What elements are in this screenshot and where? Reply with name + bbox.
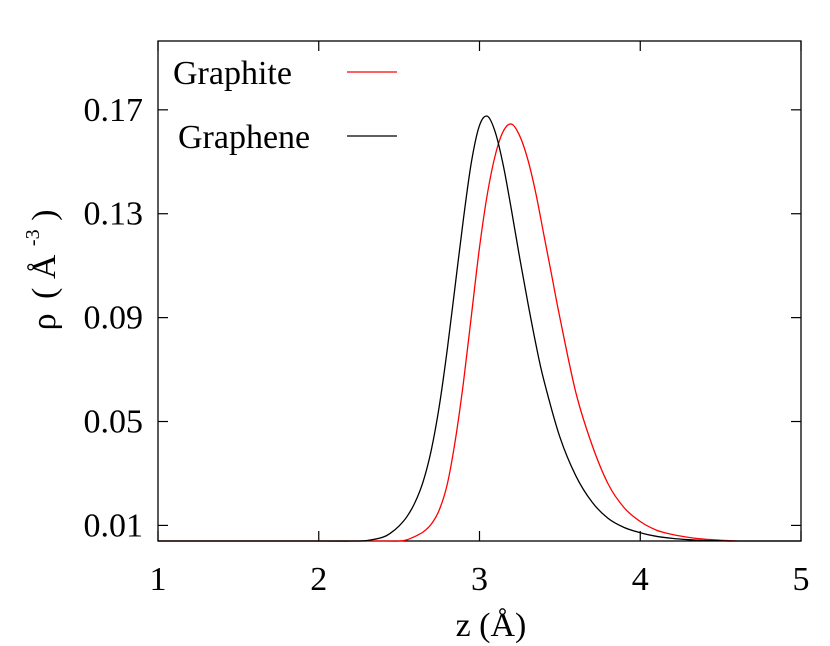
x-tick-label: 4 <box>632 561 649 598</box>
x-tick-label: 3 <box>471 561 488 598</box>
y-axis-label: ρ ( Å -3 ) <box>10 210 63 331</box>
legend-label-graphene: Graphene <box>178 119 310 156</box>
plot-frame <box>158 41 801 541</box>
y-axis-label-open: ( <box>26 288 63 299</box>
y-axis-label-close: ) <box>26 210 63 221</box>
y-tick-label: 0.01 <box>84 507 144 544</box>
plot-frame-group <box>158 41 801 541</box>
y-axis-label-rho: ρ <box>26 313 63 330</box>
series-line-graphene <box>158 116 801 541</box>
y-tick-label: 0.13 <box>84 196 144 233</box>
x-tick-label: 2 <box>310 561 327 598</box>
series-line-graphite <box>158 124 737 541</box>
y-tick-label: 0.09 <box>84 300 144 337</box>
svg-text:ρ ( Å -3: ρ ( Å -3 ) <box>10 210 63 331</box>
x-axis-label: z (Å) <box>456 607 527 644</box>
legend-label-graphite: Graphite <box>173 55 292 92</box>
y-axis-label-unit: Å <box>26 254 63 279</box>
legend: Graphite Graphene <box>173 55 397 156</box>
y-tick-label: 0.05 <box>84 404 144 441</box>
x-tick-label: 5 <box>793 561 810 598</box>
y-tick-label: 0.17 <box>84 92 144 129</box>
series-group <box>158 116 801 541</box>
x-tick-label: 1 <box>150 561 167 598</box>
y-axis-label-exp: -3 <box>22 229 44 246</box>
